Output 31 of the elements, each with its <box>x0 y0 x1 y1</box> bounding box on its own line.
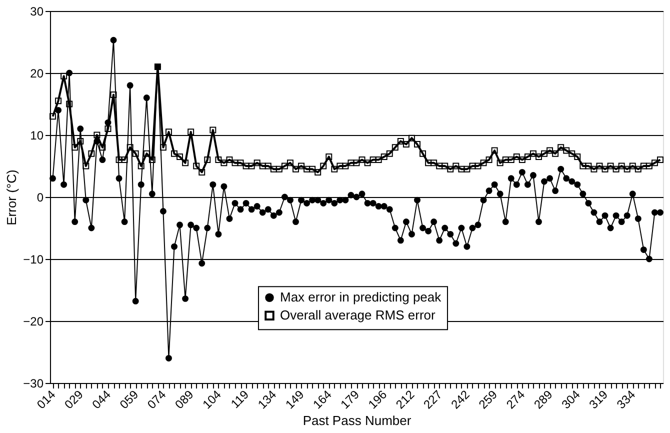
x-tick-label: 089 <box>172 387 196 412</box>
y-tick-label: 0 <box>36 190 44 204</box>
y-tick-label: −10 <box>23 252 44 266</box>
x-tick-label: 212 <box>393 387 418 412</box>
x-tick-label: 164 <box>310 387 335 412</box>
x-tick-label: 074 <box>144 387 169 412</box>
x-tick-label: 119 <box>228 387 252 411</box>
x-tick-label: 149 <box>282 387 307 412</box>
x-tick-label: 289 <box>531 387 556 412</box>
y-tick-label: 20 <box>30 66 44 80</box>
x-tick-label: 179 <box>338 387 362 412</box>
legend-label: Overall average RMS error <box>280 308 436 323</box>
x-tick-label: 029 <box>62 387 86 412</box>
x-tick-label: 104 <box>200 387 224 412</box>
x-tick-label: 227 <box>420 387 446 412</box>
x-tick-label: 259 <box>476 387 500 412</box>
x-tick-label: 334 <box>614 387 638 412</box>
y-axis-title: Error (°C) <box>4 170 20 226</box>
x-tick-label: 044 <box>89 387 114 412</box>
x-tick-label: 196 <box>366 387 390 412</box>
y-tick-label: 10 <box>30 128 44 142</box>
legend-label: Max error in predicting peak <box>280 290 442 305</box>
x-tick-label: 134 <box>255 387 280 412</box>
x-tick-label: 319 <box>586 387 611 412</box>
y-tick-label: 30 <box>30 4 44 18</box>
x-tick-label: 274 <box>504 387 528 412</box>
x-tick-label: 242 <box>448 387 473 412</box>
x-tick-label: 304 <box>558 387 584 412</box>
x-axis-title: Past Pass Number <box>302 412 412 428</box>
x-tick-label: 059 <box>116 387 142 412</box>
y-tick-label: −20 <box>23 314 44 328</box>
